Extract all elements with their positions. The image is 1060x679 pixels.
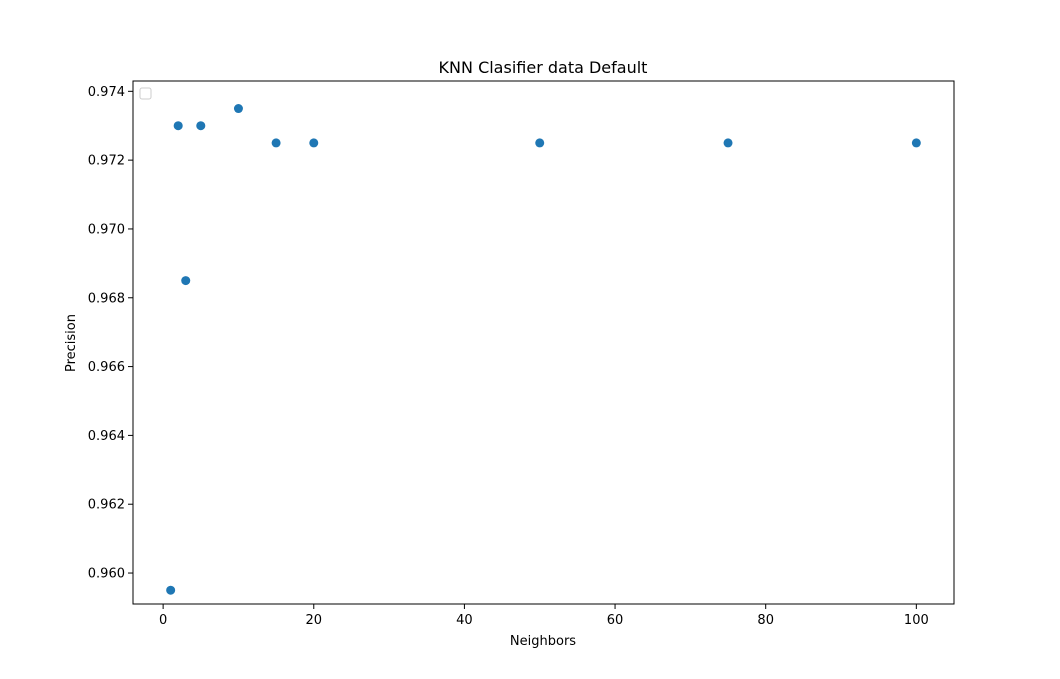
chart-title: KNN Clasifier data Default (439, 58, 648, 77)
legend-box (139, 87, 152, 100)
x-tick-label: 80 (757, 613, 774, 628)
data-point (271, 138, 281, 148)
y-tick-label: 0.972 (88, 154, 125, 169)
y-tick-label: 0.966 (88, 360, 125, 375)
x-tick-label: 100 (904, 613, 929, 628)
axes-frame (132, 80, 955, 605)
y-axis-label: Precision (64, 314, 79, 372)
y-tick-label: 0.964 (88, 429, 125, 444)
data-point (196, 121, 206, 131)
y-tick-label: 0.970 (88, 222, 125, 237)
data-point (723, 138, 733, 148)
y-tick-label: 0.974 (88, 85, 125, 100)
x-axis-label: Neighbors (510, 634, 576, 649)
data-point (233, 104, 243, 114)
data-point (535, 138, 545, 148)
x-tick-label: 20 (305, 613, 322, 628)
y-axis: 0.960 0.962 0.964 0.966 0.968 0.970 0.972 0.974 (88, 85, 133, 582)
x-tick-label: 60 (607, 613, 624, 628)
y-tick-label: 0.968 (88, 291, 125, 306)
data-point (309, 138, 319, 148)
y-tick-label: 0.962 (88, 498, 125, 513)
x-tick-label: 40 (456, 613, 473, 628)
data-point (166, 585, 176, 595)
x-tick-label: 0 (159, 613, 167, 628)
data-point (173, 121, 183, 131)
data-point (911, 138, 921, 148)
x-axis: 0 20 40 60 80 100 (159, 604, 929, 628)
y-tick-label: 0.960 (88, 567, 125, 582)
data-point (181, 276, 191, 286)
plot-area (166, 104, 921, 595)
